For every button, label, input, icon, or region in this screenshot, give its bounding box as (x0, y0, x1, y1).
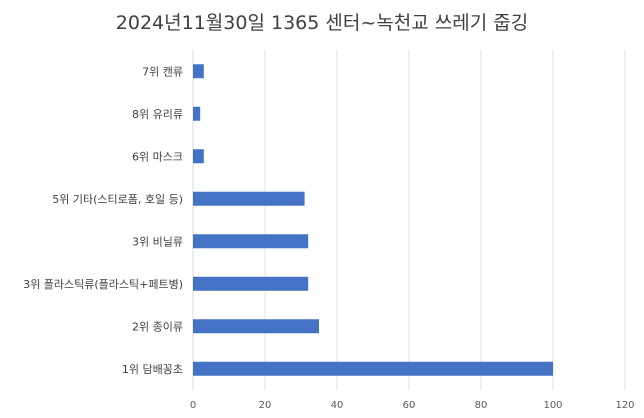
x-tick-label: 120 (615, 400, 634, 411)
x-tick-labels: 0 20 40 60 80 100 120 (190, 400, 635, 411)
category-labels: 7위 캔류 8위 유리류 6위 마스크 5위 기타(스티로폼, 호일 등) 3위 비닐류… (23, 65, 183, 376)
category-label: 3위 플라스틱류(플라스틱+페트병) (23, 278, 183, 291)
bar (193, 191, 305, 206)
category-label: 5위 기타(스티로폼, 호일 등) (52, 192, 183, 206)
bar (193, 319, 319, 334)
bar (193, 276, 309, 291)
x-tick-label: 0 (190, 400, 196, 411)
x-tick-label: 80 (475, 400, 488, 411)
category-label: 6위 마스크 (132, 150, 183, 163)
category-label: 8위 유리류 (132, 108, 183, 121)
bar (193, 106, 201, 121)
x-tick-label: 20 (259, 400, 272, 411)
chart-title: 2024년11월30일 1365 센터~녹천교 쓰레기 줍깅 (115, 12, 529, 34)
bar (193, 64, 204, 79)
category-label: 2위 종이류 (132, 320, 183, 333)
bar (193, 149, 204, 164)
x-tick-label: 100 (543, 400, 562, 411)
bars (193, 64, 553, 376)
x-tick-label: 40 (331, 400, 344, 411)
category-label: 7위 캔류 (142, 65, 183, 78)
x-tick-label: 60 (403, 400, 416, 411)
bar (193, 361, 553, 376)
category-label: 1위 담배꽁초 (122, 363, 183, 376)
bar (193, 234, 309, 249)
category-label: 3위 비닐류 (132, 235, 183, 248)
gridlines (192, 50, 626, 390)
